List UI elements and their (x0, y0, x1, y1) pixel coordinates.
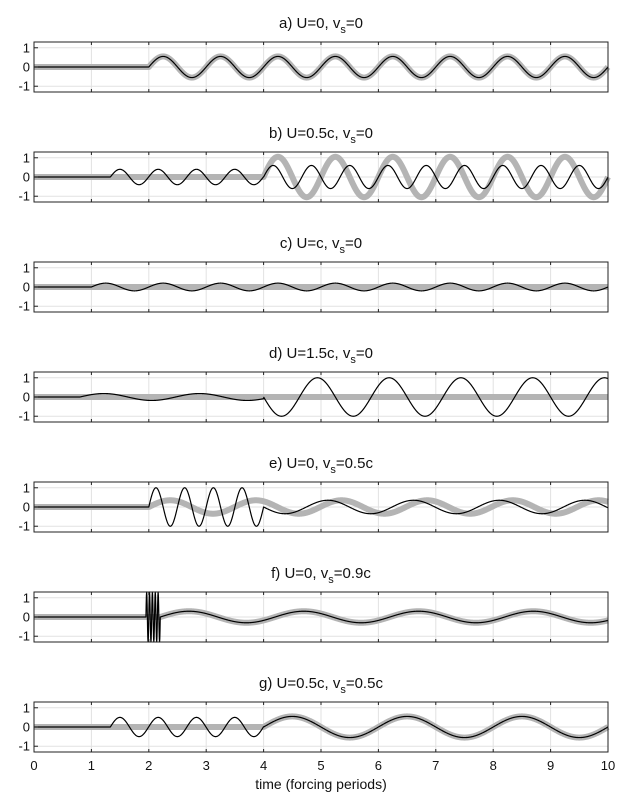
y-tick-label: 1 (23, 370, 30, 385)
panel-title-main: c) U=c, v (280, 235, 340, 252)
y-tick-label: 1 (23, 700, 30, 715)
x-tick-label: 3 (203, 758, 210, 773)
series-thin-black (33, 715, 609, 739)
y-tick-label: 1 (23, 150, 30, 165)
y-tick-label: 1 (23, 260, 30, 275)
panel-title-tail: =0.5c (336, 455, 374, 472)
x-axis-label: time (forcing periods) (255, 776, 387, 792)
x-tick-label: 6 (375, 758, 382, 773)
panel-title-main: e) U=0, v (269, 455, 331, 472)
y-tick-label: 0 (23, 610, 30, 625)
panel-b: b) U=0.5c, vs=0 -1 0 1 (18, 125, 611, 204)
panel-title-main: b) U=0.5c, v (269, 125, 351, 142)
x-tick-label: 10 (601, 758, 615, 773)
panel-title-tail: =0 (356, 125, 373, 142)
panel-title-subscript: s (330, 464, 336, 476)
y-tick-label: 0 (23, 720, 30, 735)
y-tick-label: -1 (18, 299, 30, 314)
series-thin-black (33, 164, 609, 190)
x-tick-label: 4 (260, 758, 267, 773)
panel-title: g) U=0.5c, vs=0.5c (259, 675, 383, 696)
panel-title-tail: =0 (356, 345, 373, 362)
panel-title-tail: =0 (345, 235, 362, 252)
series-thin-black (33, 487, 609, 527)
panel-title-subscript: s (328, 574, 334, 586)
y-tick-label: -1 (18, 629, 30, 644)
series-thin-black (33, 55, 609, 79)
x-tick-label: 5 (317, 758, 324, 773)
panel-d: d) U=1.5c, vs=0 -1 0 1 (18, 345, 611, 424)
series-thin-black (33, 377, 609, 417)
panel-title-tail: =0 (346, 15, 363, 32)
panel-f: f) U=0, vs=0.9c -1 0 1 (18, 565, 611, 644)
panel-title: a) U=0, vs=0 (279, 15, 363, 36)
x-tick-label: 7 (432, 758, 439, 773)
panel-e: e) U=0, vs=0.5c -1 0 1 (18, 455, 611, 534)
y-tick-label: -1 (18, 189, 30, 204)
y-tick-label: 1 (23, 40, 30, 55)
panel-a: a) U=0, vs=0 -1 0 1 (18, 15, 611, 94)
panel-title: d) U=1.5c, vs=0 (269, 345, 373, 366)
y-tick-label: 0 (23, 280, 30, 295)
panel-title: f) U=0, vs=0.9c (271, 565, 371, 586)
panel-title-main: d) U=1.5c, v (269, 345, 351, 362)
x-tick-label: 8 (490, 758, 497, 773)
y-tick-label: -1 (18, 739, 30, 754)
panel-title: e) U=0, vs=0.5c (269, 455, 373, 476)
panel-title-subscript: s (339, 244, 345, 256)
y-tick-label: 1 (23, 590, 30, 605)
panel-title: c) U=c, vs=0 (280, 235, 362, 256)
series-thin-black (33, 591, 609, 643)
panel-title-subscript: s (350, 354, 356, 366)
panel-title-tail: =0.9c (334, 565, 372, 582)
panel-title-main: a) U=0, v (279, 15, 341, 32)
y-tick-label: 0 (23, 170, 30, 185)
y-tick-label: -1 (18, 409, 30, 424)
y-tick-label: 1 (23, 480, 30, 495)
y-tick-label: 0 (23, 500, 30, 515)
x-tick-label: 0 (30, 758, 37, 773)
x-tick-label: 1 (88, 758, 95, 773)
panel-title-subscript: s (340, 24, 346, 36)
panel-c: c) U=c, vs=0 -1 0 1 (18, 235, 611, 314)
y-tick-label: -1 (18, 519, 30, 534)
y-tick-label: 0 (23, 390, 30, 405)
x-tick-label: 2 (145, 758, 152, 773)
panel-title-main: g) U=0.5c, v (259, 675, 341, 692)
y-tick-label: 0 (23, 60, 30, 75)
panel-title-main: f) U=0, v (271, 565, 329, 582)
panel-title-subscript: s (350, 134, 356, 146)
x-tick-label: 9 (547, 758, 554, 773)
panel-title-tail: =0.5c (346, 675, 384, 692)
y-tick-label: -1 (18, 79, 30, 94)
panel-title-subscript: s (340, 684, 346, 696)
panel-title: b) U=0.5c, vs=0 (269, 125, 373, 146)
series-thin-black (33, 282, 609, 292)
